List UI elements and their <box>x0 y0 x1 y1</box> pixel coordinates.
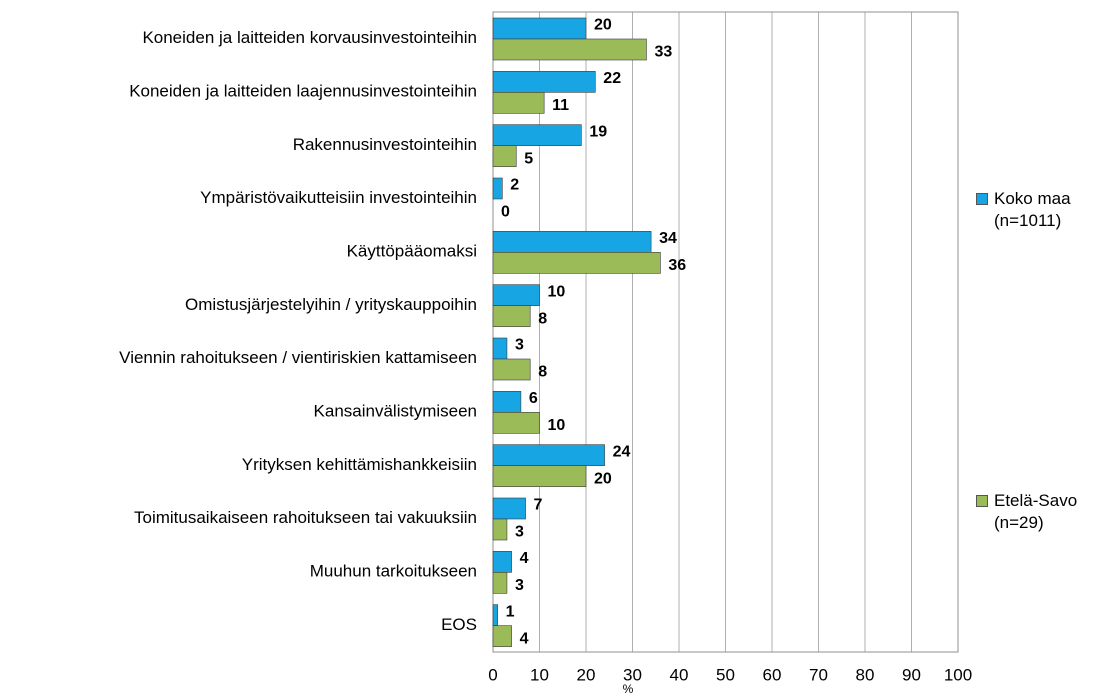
y-tick-label: Muuhun tarkoitukseen <box>310 561 477 580</box>
legend-swatch <box>976 193 988 205</box>
data-label: 24 <box>613 443 631 460</box>
data-label: 2 <box>510 177 519 194</box>
bar <box>492 551 512 573</box>
bar <box>492 17 587 40</box>
legend-label: Etelä-Savo (n=29) <box>994 491 1078 532</box>
bar <box>492 391 522 413</box>
data-label: 4 <box>520 630 529 647</box>
data-label: 10 <box>548 417 566 434</box>
y-tick-label: Yrityksen kehittämishankkeisiin <box>242 455 477 474</box>
bar <box>492 124 582 146</box>
legend-label: Koko maa (n=1011) <box>994 189 1071 230</box>
bar <box>492 412 540 434</box>
y-tick-label: Omistusjärjestelyihin / yrityskauppoihin <box>185 295 477 314</box>
y-tick-label: Rakennusinvestointeihin <box>293 135 477 154</box>
bar <box>492 518 508 541</box>
data-label: 7 <box>534 497 543 514</box>
bar <box>492 231 652 253</box>
bar <box>492 358 531 381</box>
data-label: 11 <box>552 97 569 114</box>
y-tick-label: Koneiden ja laitteiden laajennusinvestoi… <box>129 81 477 100</box>
bar <box>492 625 512 647</box>
data-label: 34 <box>659 230 677 247</box>
y-tick-label: Käyttöpääomaksi <box>347 241 477 260</box>
data-label: 36 <box>668 257 686 274</box>
y-tick-label: EOS <box>441 615 477 634</box>
x-tick-label: 40 <box>670 665 689 684</box>
legend-swatch <box>976 495 988 507</box>
bar <box>492 252 661 274</box>
bar <box>492 177 503 200</box>
x-tick-label: 20 <box>577 665 596 684</box>
x-tick-label: 0 <box>488 665 497 684</box>
bar <box>492 38 647 61</box>
y-tick-label: Ympäristövaikutteisiin investointeihin <box>200 188 477 207</box>
data-label: 20 <box>594 17 612 34</box>
bar <box>492 284 540 306</box>
bar <box>492 92 545 114</box>
bar <box>492 305 531 327</box>
data-label: 4 <box>520 550 529 567</box>
data-label: 8 <box>538 310 547 327</box>
data-label: 22 <box>603 70 621 87</box>
x-tick-label: 30 <box>623 665 642 684</box>
bar <box>492 145 517 167</box>
data-label: 3 <box>515 524 524 541</box>
bar <box>492 337 508 360</box>
x-tick-label: 60 <box>763 665 782 684</box>
data-label: 5 <box>524 150 533 167</box>
bar <box>492 572 508 594</box>
x-tick-label: 50 <box>716 665 735 684</box>
x-tick-label: 80 <box>856 665 875 684</box>
x-tick-label: 100 <box>944 665 972 684</box>
x-tick-label: 90 <box>902 665 921 684</box>
y-tick-label: Viennin rahoitukseen / vientiriskien kat… <box>119 348 477 367</box>
data-label: 0 <box>501 204 510 221</box>
data-label: 10 <box>548 283 566 300</box>
legend-item: Koko maa (n=1011) <box>976 188 1096 232</box>
data-label: 33 <box>654 44 672 61</box>
data-label: 6 <box>529 390 538 407</box>
plot-frame <box>492 11 959 653</box>
y-tick-label: Kansainvälistymiseen <box>314 401 477 420</box>
data-label: 3 <box>515 577 524 594</box>
bar <box>492 604 498 626</box>
legend-item: Etelä-Savo (n=29) <box>976 490 1096 534</box>
data-label: 19 <box>589 123 607 140</box>
bar <box>492 465 587 487</box>
data-label: 3 <box>515 337 524 354</box>
x-axis-title: % <box>623 682 634 696</box>
bar <box>492 497 526 520</box>
data-label: 1 <box>506 603 515 620</box>
data-label: 8 <box>538 364 547 381</box>
data-label: 20 <box>594 470 612 487</box>
bar <box>492 444 605 466</box>
x-tick-label: 70 <box>809 665 828 684</box>
bar <box>492 71 596 93</box>
y-tick-label: Koneiden ja laitteiden korvausinvestoint… <box>142 28 477 47</box>
x-tick-label: 10 <box>530 665 549 684</box>
y-tick-label: Toimitusaikaiseen rahoitukseen tai vakuu… <box>134 508 477 527</box>
